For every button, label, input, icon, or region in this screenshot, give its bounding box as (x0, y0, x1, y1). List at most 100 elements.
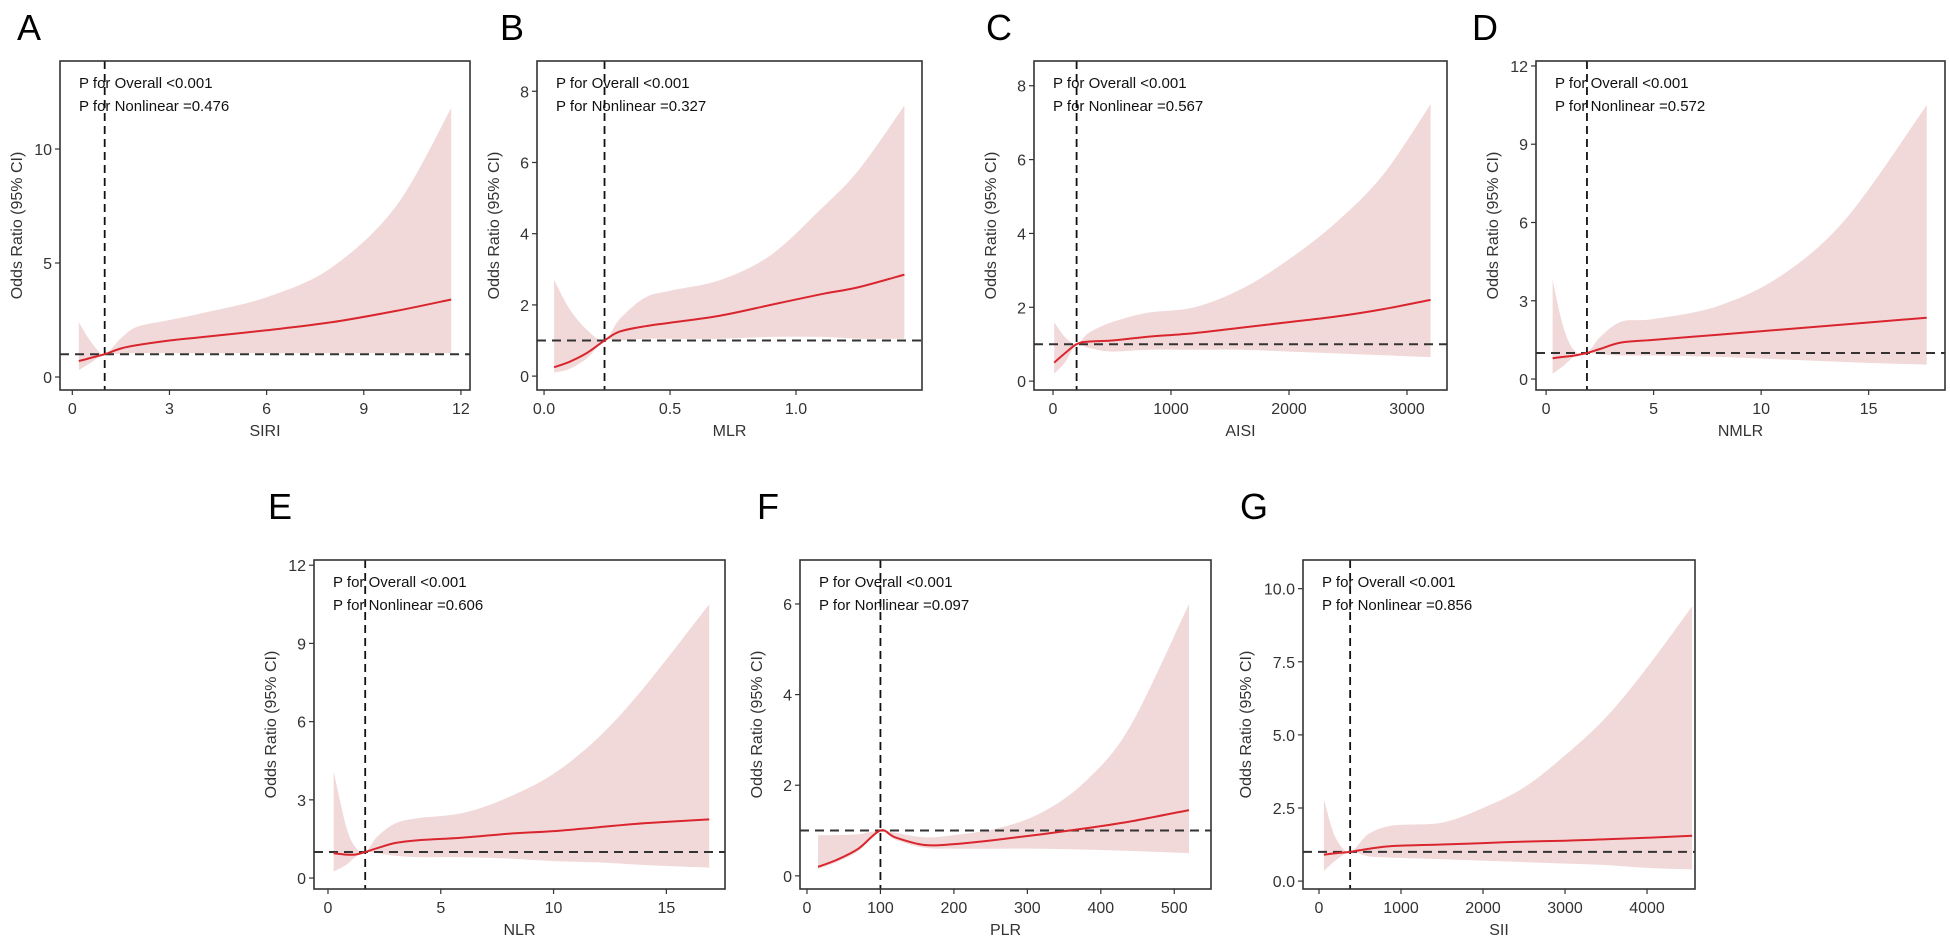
confidence-band (333, 604, 710, 872)
x-tick-label: 3 (165, 401, 174, 418)
y-tick-label: 6 (1017, 153, 1026, 170)
p-nonlinear-annotation: P for Nonlinear =0.567 (1053, 98, 1203, 115)
x-tick-label: 3000 (1547, 900, 1583, 917)
plot-frame (536, 60, 923, 391)
y-axis-title: Odds Ratio (95% CI) (486, 152, 503, 300)
panel-letter: D (1472, 7, 1498, 48)
panel-a: A 0 3 6 9 12 0 5 10 SIRI Odds Ratio (95% CI) P for … (9, 7, 471, 440)
odds-ratio-line (817, 809, 1190, 868)
y-tick-label: 10.0 (1264, 582, 1295, 599)
odds-ratio-line (553, 273, 905, 369)
x-axis-title: SIRI (249, 423, 280, 440)
odds-ratio-line (333, 818, 710, 856)
plot-area (314, 560, 725, 889)
y-tick-label: 12 (1510, 59, 1528, 76)
x-axis-title: NLR (503, 922, 535, 939)
plot-frame (1033, 60, 1448, 391)
x-tick-label: 15 (657, 900, 675, 917)
p-overall-annotation: P for Overall <0.001 (333, 574, 467, 591)
y-tick-label: 0.0 (1273, 874, 1295, 891)
panel-c: C 0 1000 2000 3000 0 2 4 6 8 AISI Odds Ratio (95% C… (983, 7, 1448, 440)
odds-ratio-line (1323, 834, 1693, 856)
y-tick-label: 7.5 (1273, 655, 1295, 672)
x-tick-label: 1000 (1383, 900, 1419, 917)
panel-b: B 0.0 0.5 1.0 0 2 4 6 8 MLR Odds Ratio (95% CI) P f… (486, 7, 923, 440)
y-tick-label: 5.0 (1273, 728, 1295, 745)
p-nonlinear-annotation: P for Nonlinear =0.097 (819, 597, 969, 614)
y-tick-label: 3 (297, 793, 306, 810)
y-tick-label: 0 (1017, 374, 1026, 391)
p-overall-annotation: P for Overall <0.001 (556, 75, 690, 92)
confidence-band (1552, 105, 1927, 374)
y-tick-label: 4 (520, 227, 529, 244)
plot-area (537, 61, 922, 390)
plot-area (60, 61, 470, 390)
y-tick-label: 0 (1519, 372, 1528, 389)
x-tick-label: 5 (1649, 401, 1658, 418)
y-tick-label: 2 (783, 778, 792, 795)
y-tick-label: 10 (34, 142, 52, 159)
panel-letter: A (17, 7, 41, 48)
x-tick-label: 100 (867, 900, 894, 917)
x-tick-label: 0 (68, 401, 77, 418)
y-tick-label: 3 (1519, 294, 1528, 311)
p-overall-annotation: P for Overall <0.001 (79, 75, 213, 92)
x-tick-label: 6 (262, 401, 271, 418)
y-tick-label: 2 (1017, 300, 1026, 317)
y-tick-label: 8 (1017, 79, 1026, 96)
x-axis-title: PLR (990, 922, 1021, 939)
plot-frame (59, 60, 471, 391)
x-tick-label: 10 (1752, 401, 1770, 418)
y-axis-title: Odds Ratio (95% CI) (263, 651, 280, 799)
plot-area (800, 560, 1211, 889)
panel-letter: C (986, 7, 1012, 48)
y-tick-label: 4 (1017, 226, 1026, 243)
y-axis-title: Odds Ratio (95% CI) (1238, 651, 1255, 799)
x-tick-label: 0 (324, 900, 333, 917)
plot-frame (1302, 559, 1696, 890)
p-nonlinear-annotation: P for Nonlinear =0.572 (1555, 98, 1705, 115)
x-axis-title: MLR (713, 423, 747, 440)
x-tick-label: 0.0 (533, 401, 555, 418)
x-tick-label: 0 (1315, 900, 1324, 917)
y-tick-label: 6 (783, 597, 792, 614)
confidence-band (818, 604, 1189, 870)
x-tick-label: 0 (1542, 401, 1551, 418)
y-tick-label: 2 (520, 298, 529, 315)
panel-e: E 0 5 10 15 0 3 6 9 12 NLR Odds Ratio (95% CI) P for… (263, 486, 726, 939)
panel-letter: B (500, 7, 524, 48)
p-nonlinear-annotation: P for Nonlinear =0.476 (79, 98, 229, 115)
plot-area (1034, 61, 1447, 390)
p-overall-annotation: P for Overall <0.001 (819, 574, 953, 591)
odds-ratio-line (1552, 316, 1927, 360)
y-tick-label: 8 (520, 84, 529, 101)
confidence-band (554, 105, 905, 373)
y-tick-label: 6 (520, 155, 529, 172)
y-tick-label: 5 (43, 256, 52, 273)
y-tick-label: 0 (297, 871, 306, 888)
x-tick-label: 300 (1014, 900, 1041, 917)
y-tick-label: 6 (297, 715, 306, 732)
x-tick-label: 4000 (1629, 900, 1665, 917)
x-tick-label: 2000 (1271, 401, 1307, 418)
y-tick-label: 2.5 (1273, 801, 1295, 818)
p-nonlinear-annotation: P for Nonlinear =0.856 (1322, 597, 1472, 614)
x-tick-label: 5 (436, 900, 445, 917)
y-axis-title: Odds Ratio (95% CI) (1485, 152, 1502, 300)
x-tick-label: 0.5 (659, 401, 681, 418)
x-tick-label: 12 (452, 401, 470, 418)
y-tick-label: 6 (1519, 215, 1528, 232)
panel-letter: E (268, 486, 292, 527)
confidence-band (1323, 606, 1693, 871)
odds-ratio-line (1053, 298, 1431, 364)
x-axis-title: NMLR (1718, 423, 1763, 440)
y-tick-label: 0 (520, 369, 529, 386)
p-overall-annotation: P for Overall <0.001 (1322, 574, 1456, 591)
p-nonlinear-annotation: P for Nonlinear =0.327 (556, 98, 706, 115)
panel-letter: F (757, 486, 779, 527)
plot-frame (313, 559, 726, 890)
x-tick-label: 10 (545, 900, 563, 917)
panel-d: D 0 5 10 15 0 3 6 9 12 NMLR Odds Ratio (95% CI) P fo… (1472, 7, 1946, 440)
x-tick-label: 3000 (1389, 401, 1425, 418)
